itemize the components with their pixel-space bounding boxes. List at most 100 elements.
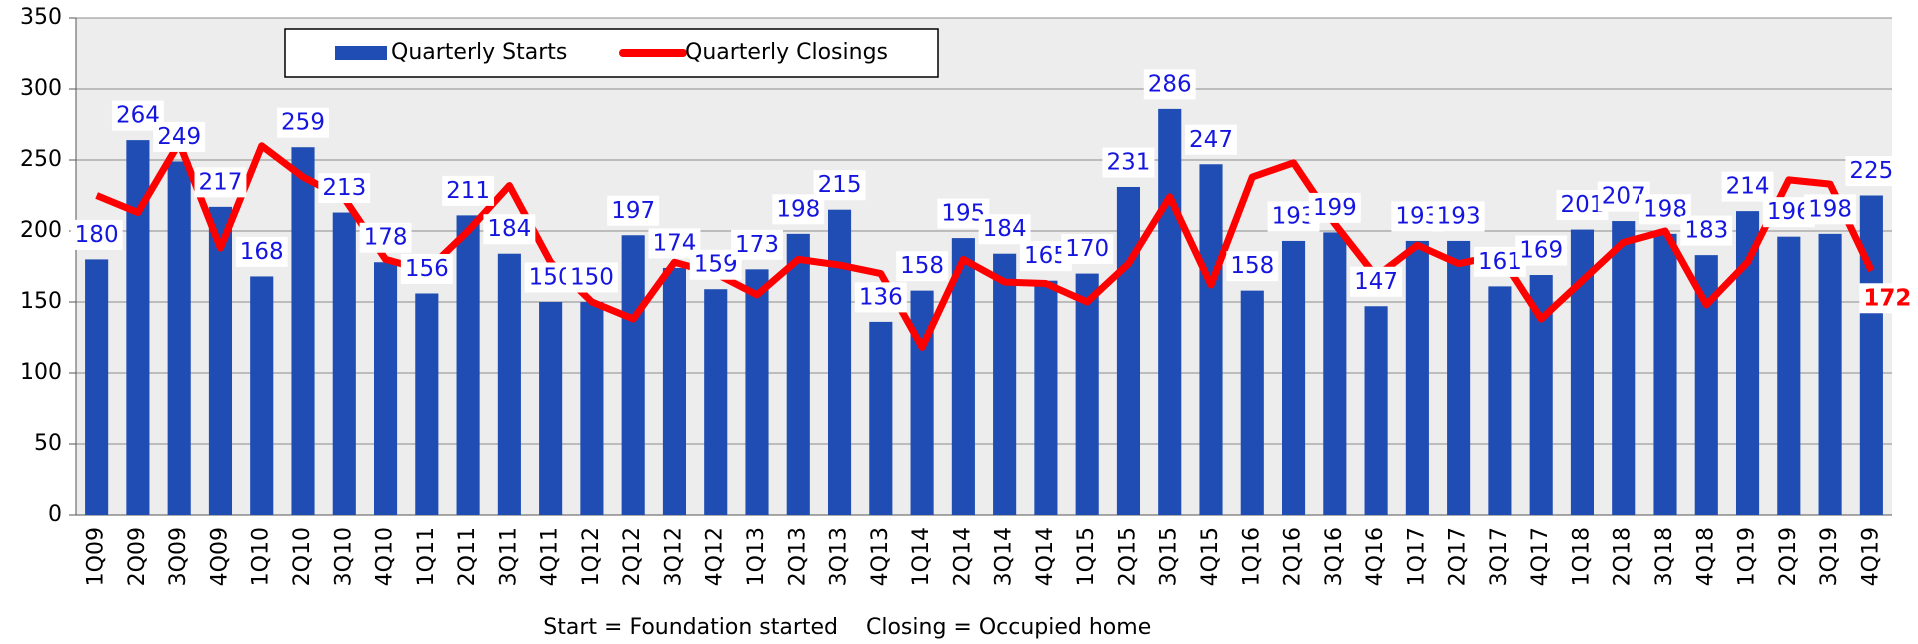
bar [167,161,191,516]
x-tick-label: 3Q19 [1817,527,1842,586]
data-label: 180 [70,219,123,250]
legend-label: Quarterly Closings [685,40,888,65]
x-tick-label: 4Q14 [1033,527,1058,586]
data-label: 147 [1350,266,1403,297]
data-label: 197 [607,195,660,226]
data-label: 184 [978,214,1031,245]
bar [1777,236,1801,515]
data-label-bg [1859,283,1916,314]
x-tick-label: 1Q11 [414,527,439,586]
data-label: 173 [731,229,783,260]
bar [1818,233,1842,515]
data-label-text: 183 [1684,218,1728,244]
x-tick-label: 2Q14 [950,527,975,586]
data-label-text: 193 [1395,203,1439,229]
data-label-bg [483,214,536,245]
bar [580,302,604,515]
y-tick-label: 100 [20,360,62,385]
data-label-text: 259 [281,110,325,136]
bar [1529,275,1553,515]
footnote: Closing = Occupied home [866,615,1151,640]
data-label-text: 195 [941,201,985,227]
bar [910,290,934,515]
data-label-text: 249 [157,124,201,150]
bar [786,233,810,515]
bar [1323,232,1347,516]
data-label-text: 165 [1024,243,1068,269]
bar [1612,221,1636,515]
data-label: 286 [1143,69,1196,100]
data-label: 249 [153,121,206,152]
bar [126,140,150,515]
data-label-text: 150 [570,265,614,291]
bar [1488,286,1512,515]
data-label-text: 231 [1107,149,1151,175]
data-label: 199 [1308,192,1361,223]
data-label: 213 [318,173,371,204]
data-label-text: 172 [1863,285,1911,311]
x-tick-label: 4Q13 [868,527,893,586]
y-tick-label: 250 [20,147,62,172]
x-tick-label: 2Q13 [785,527,810,586]
data-label: 198 [772,194,825,225]
data-label-bg [359,222,412,253]
x-tick-label: 1Q19 [1735,527,1760,586]
x-tick-label: 2Q09 [125,527,150,586]
data-label-text: 147 [1354,269,1398,295]
x-tick-label: 4Q18 [1693,527,1718,586]
bar [291,147,315,515]
x-tick-label: 3Q17 [1487,527,1512,586]
data-label: 169 [1515,235,1568,266]
y-tick-label: 350 [20,5,62,30]
bar [1364,306,1388,515]
data-label-bg [235,236,288,267]
data-label-text: 198 [1808,196,1852,222]
legend-box [284,28,939,78]
data-label-bg [565,262,618,293]
y-tick-label: 0 [48,502,62,527]
data-label-bg [854,282,907,313]
bar [1158,108,1182,515]
x-tick-label: 2Q19 [1776,527,1801,586]
y-tick-label: 300 [20,76,62,101]
x-tick-label: 2Q12 [620,527,645,586]
bar [869,321,893,515]
bar [1199,164,1223,515]
bar [704,289,728,515]
data-label-bg [70,219,123,250]
bar [1447,240,1471,515]
data-label-text: 193 [1437,203,1481,229]
x-tick-label: 3Q10 [331,527,356,586]
data-label: 150 [565,262,618,293]
data-label-bg [1804,194,1857,225]
x-tick-label: 2Q15 [1115,527,1140,586]
data-label: 247 [1185,124,1237,155]
x-tick-label: 3Q15 [1157,527,1182,586]
data-label: 174 [648,228,701,259]
data-label: 215 [813,170,866,201]
x-tick-label: 4Q17 [1528,527,1553,586]
data-label: 217 [194,167,247,198]
data-label: 193 [1267,201,1320,232]
bar [85,259,109,515]
x-tick-label: 3Q09 [166,527,191,586]
data-label-bg [1515,235,1568,266]
x-tick-label: 3Q18 [1652,527,1677,586]
data-label-bg [813,170,866,201]
bar [1405,240,1429,515]
data-label-text: 170 [1065,236,1109,262]
legend-swatch [335,46,387,60]
data-label-bg [1185,124,1237,155]
data-label: 193 [1432,201,1485,232]
data-label-text: 136 [859,284,903,310]
bar [332,212,356,516]
x-tick-label: 1Q15 [1074,527,1099,586]
data-label: 158 [896,251,949,282]
data-label: 259 [277,107,329,138]
data-label-text: 158 [1230,253,1274,279]
data-label-bg [1350,266,1403,297]
data-label-bg [400,253,453,284]
data-label-text: 215 [818,172,862,198]
data-label-text: 158 [900,253,944,279]
